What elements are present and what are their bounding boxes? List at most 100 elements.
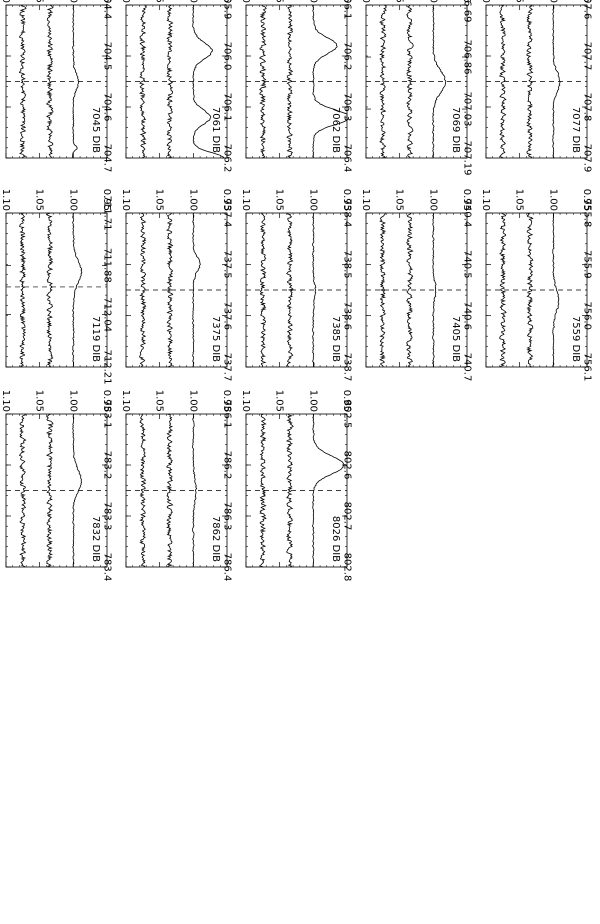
y-tick-label: 1.00 bbox=[307, 189, 318, 211]
dib-label: 7862 DIB bbox=[210, 516, 221, 562]
dib-label: 7375 DIB bbox=[210, 316, 221, 362]
x-tick-label: 706.0 bbox=[222, 42, 233, 71]
dib-label: 7385 DIB bbox=[330, 316, 341, 362]
residual-line bbox=[46, 413, 54, 568]
x-tick-label: 706.69 bbox=[462, 0, 473, 23]
y-tick-label: 1.00 bbox=[547, 189, 558, 211]
y-tick-label: 0.95 bbox=[221, 189, 232, 211]
spectrum-line bbox=[432, 212, 437, 368]
x-tick-label: 737.5 bbox=[222, 250, 233, 279]
dib-panel: 755.8755.9756.0756.10.951.001.051.107559… bbox=[480, 189, 593, 382]
dib-label: 7069 DIB bbox=[450, 107, 461, 153]
residual-line bbox=[285, 413, 294, 568]
y-tick-label: 1.00 bbox=[547, 0, 558, 3]
x-tick-label: 704.6 bbox=[102, 93, 113, 122]
y-tick-label: 1.10 bbox=[120, 189, 131, 211]
dib-panel: 705.9706.0706.1706.20.951.001.051.107061… bbox=[120, 0, 233, 172]
spectrum-line bbox=[192, 413, 198, 568]
y-tick-label: 1.00 bbox=[67, 189, 78, 211]
y-tick-label: 0.95 bbox=[581, 189, 592, 211]
x-tick-label: 704.5 bbox=[102, 42, 113, 71]
x-tick-label: 707.03 bbox=[462, 92, 473, 127]
residual-line bbox=[526, 212, 534, 368]
panel-frame bbox=[5, 212, 108, 368]
residual-line bbox=[19, 212, 27, 368]
y-tick-label: 1.00 bbox=[307, 390, 318, 412]
x-tick-label: 706.1 bbox=[222, 93, 233, 122]
y-tick-label: 1.00 bbox=[67, 0, 78, 3]
x-tick-label: 786.2 bbox=[222, 451, 233, 480]
residual-line bbox=[526, 4, 534, 159]
y-tick-label: 1.05 bbox=[34, 189, 45, 211]
dib-panel: 738.4738.5738.6738.70.951.001.051.107385… bbox=[240, 189, 353, 382]
y-tick-label: 1.00 bbox=[187, 390, 198, 412]
y-tick-label: 1.00 bbox=[427, 189, 438, 211]
residual-line bbox=[139, 413, 147, 568]
y-tick-label: 1.10 bbox=[480, 0, 491, 3]
y-tick-label: 1.10 bbox=[360, 189, 371, 211]
residual-line bbox=[46, 4, 54, 159]
x-tick-label: 738.6 bbox=[342, 301, 353, 330]
x-tick-label: 740.6 bbox=[462, 301, 473, 330]
y-tick-label: 1.05 bbox=[154, 390, 165, 412]
spectrum-line bbox=[312, 4, 348, 159]
y-tick-label: 0.95 bbox=[221, 390, 232, 412]
y-tick-label: 1.05 bbox=[34, 390, 45, 412]
y-tick-label: 1.05 bbox=[154, 189, 165, 211]
residual-line bbox=[166, 4, 174, 159]
dib-label: 7559 DIB bbox=[570, 316, 581, 362]
y-tick-label: 0.95 bbox=[101, 189, 112, 211]
x-tick-label: 783.3 bbox=[102, 502, 113, 531]
y-tick-label: 0.95 bbox=[341, 189, 352, 211]
y-tick-label: 1.10 bbox=[0, 390, 11, 412]
y-tick-label: 1.05 bbox=[514, 189, 525, 211]
dib-panel: 740.4740.5740.6740.70.951.001.051.107405… bbox=[360, 189, 473, 382]
residual-line bbox=[286, 4, 294, 159]
spectrum-line bbox=[552, 4, 561, 159]
y-tick-label: 1.10 bbox=[240, 390, 251, 412]
dib-label: 7077 DIB bbox=[570, 107, 581, 153]
y-tick-label: 0.95 bbox=[461, 0, 472, 3]
residual-line bbox=[166, 413, 174, 568]
dib-panel: 802.5802.6802.7802.80.951.001.051.108026… bbox=[240, 390, 353, 582]
residual-line bbox=[138, 212, 147, 368]
y-tick-label: 1.05 bbox=[514, 0, 525, 3]
y-tick-label: 1.10 bbox=[480, 189, 491, 211]
spectrum-line bbox=[432, 4, 447, 159]
y-tick-label: 1.05 bbox=[274, 0, 285, 3]
x-tick-label: 755.9 bbox=[582, 250, 593, 279]
x-tick-label: 706.3 bbox=[342, 93, 353, 122]
x-tick-label: 802.7 bbox=[342, 502, 353, 531]
y-tick-label: 1.05 bbox=[154, 0, 165, 3]
x-tick-label: 712.04 bbox=[102, 297, 113, 332]
residual-line bbox=[166, 212, 174, 368]
y-tick-label: 1.00 bbox=[187, 189, 198, 211]
dib-label: 7061 DIB bbox=[210, 107, 221, 153]
y-tick-label: 1.00 bbox=[427, 0, 438, 3]
y-tick-label: 1.10 bbox=[0, 189, 11, 211]
dib-label: 7119 DIB bbox=[90, 316, 101, 362]
x-tick-label: 706.86 bbox=[462, 40, 473, 75]
dib-panel: 711.71711.88712.04712.210.951.001.051.10… bbox=[0, 189, 113, 385]
spectrum-line bbox=[192, 212, 201, 368]
spectrum-line bbox=[72, 212, 83, 368]
y-tick-label: 1.00 bbox=[187, 0, 198, 3]
x-tick-label: 756.0 bbox=[582, 301, 593, 330]
spectrum-line bbox=[72, 413, 83, 568]
residual-line bbox=[18, 4, 27, 159]
dib-panel: 783.1783.2783.3783.40.951.001.051.107832… bbox=[0, 390, 113, 582]
x-tick-label: 786.3 bbox=[222, 502, 233, 531]
spectrum-line bbox=[552, 212, 560, 368]
y-tick-label: 1.10 bbox=[240, 0, 251, 3]
dib-label: 7405 DIB bbox=[450, 316, 461, 362]
y-tick-label: 0.95 bbox=[581, 0, 592, 3]
y-tick-label: 1.10 bbox=[120, 390, 131, 412]
y-tick-label: 1.10 bbox=[0, 0, 11, 3]
x-tick-label: 740.5 bbox=[462, 250, 473, 279]
residual-line bbox=[379, 212, 387, 368]
y-tick-label: 0.95 bbox=[101, 0, 112, 3]
x-tick-label: 783.2 bbox=[102, 451, 113, 480]
y-tick-label: 0.95 bbox=[341, 390, 352, 412]
x-tick-label: 707.8 bbox=[582, 93, 593, 122]
